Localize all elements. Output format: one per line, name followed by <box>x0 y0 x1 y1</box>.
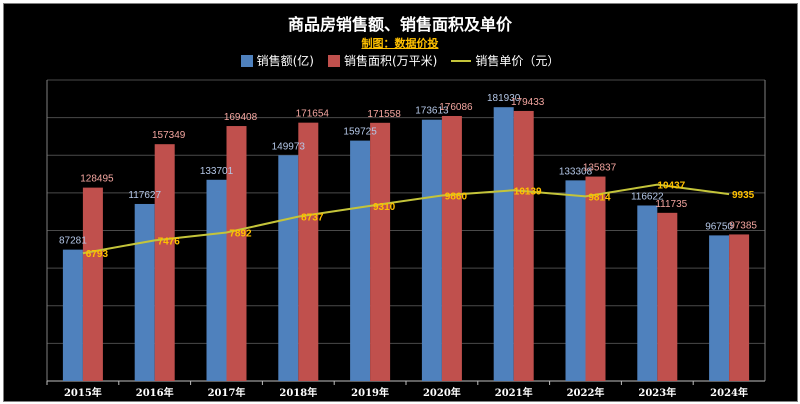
bar-area <box>585 176 606 381</box>
x-tick-label: 2019年 <box>351 386 389 399</box>
bar-sales <box>134 203 155 381</box>
line-label-price: 9935 <box>732 190 755 201</box>
x-tick-label: 2017年 <box>208 386 246 399</box>
chart-title: 商品房销售额、销售面积及单价 <box>287 15 512 34</box>
bar-label-area: 157349 <box>152 130 186 141</box>
legend-item-area: 销售面积(万平米) <box>327 52 438 69</box>
bar-area <box>657 212 678 381</box>
bar-sales <box>350 140 371 381</box>
bar-label-sales: 87281 <box>59 236 87 247</box>
x-tick-label: 2020年 <box>423 386 461 399</box>
bar-label-sales: 96750 <box>705 221 733 232</box>
bar-sales <box>565 180 586 381</box>
bar-label-sales: 149973 <box>272 141 306 152</box>
bar-label-area: 176086 <box>439 102 473 113</box>
bar-label-area: 169408 <box>224 112 258 123</box>
x-tick-label: 2018年 <box>279 386 317 399</box>
x-tick-label: 2016年 <box>136 386 174 399</box>
legend-swatch-area <box>327 54 340 67</box>
line-label-price: 7476 <box>158 236 181 247</box>
bar-label-sales: 133701 <box>200 166 234 177</box>
bar-area <box>513 110 534 381</box>
x-tick-label: 2015年 <box>64 386 102 399</box>
bar-area <box>441 115 462 381</box>
chart-legend: 销售额(亿) 销售面积(万平米) 销售单价（元） <box>0 52 800 69</box>
bar-label-area: 97385 <box>729 220 757 231</box>
legend-swatch-sales <box>240 54 253 67</box>
bar-area <box>154 144 175 381</box>
bar-sales <box>62 249 83 381</box>
line-label-price: 7892 <box>229 229 252 240</box>
bar-sales <box>637 205 658 381</box>
line-label-price: 9860 <box>445 192 468 203</box>
chart-subtitle: 制图：数据价投 <box>361 37 439 50</box>
bar-area <box>226 126 247 382</box>
x-tick-label: 2021年 <box>495 386 533 399</box>
x-tick-label: 2023年 <box>638 386 676 399</box>
bar-label-sales: 116622 <box>631 191 664 202</box>
bar-label-sales: 173613 <box>415 106 449 117</box>
bar-sales <box>493 107 514 382</box>
legend-label-area: 销售面积(万平米) <box>343 54 438 68</box>
legend-swatch-price <box>451 59 472 62</box>
legend-item-sales: 销售额(亿) <box>240 52 314 69</box>
bar-label-sales: 181930 <box>487 93 521 104</box>
bar-sales <box>278 155 299 381</box>
bar-label-sales: 159725 <box>343 127 377 138</box>
line-label-price: 6793 <box>86 249 109 260</box>
bar-label-sales: 117627 <box>128 190 161 201</box>
bar-area <box>82 187 103 381</box>
bar-area <box>729 234 750 381</box>
bar-sales <box>421 119 442 381</box>
bar-label-area: 128495 <box>80 174 114 185</box>
bar-sales <box>206 179 227 381</box>
line-label-price: 10139 <box>514 186 542 197</box>
line-label-price: 9310 <box>373 202 396 213</box>
x-tick-label: 2024年 <box>710 386 748 399</box>
bar-area <box>370 122 391 381</box>
x-tick-label: 2022年 <box>567 386 605 399</box>
line-price <box>82 183 730 255</box>
bar-label-area: 171558 <box>367 109 401 120</box>
legend-label-price: 销售单价（元） <box>475 54 560 68</box>
line-label-price: 8737 <box>301 213 324 224</box>
bar-label-area: 111735 <box>655 199 687 210</box>
line-label-price: 9814 <box>588 192 611 203</box>
legend-label-sales: 销售额(亿) <box>256 54 314 68</box>
bar-label-area: 179433 <box>511 97 545 108</box>
bar-area <box>298 122 319 381</box>
bar-sales <box>709 235 730 381</box>
bar-label-sales: 133308 <box>559 166 593 177</box>
legend-item-price: 销售单价（元） <box>451 52 559 69</box>
bar-label-area: 171654 <box>296 109 330 120</box>
bar-label-area: 135837 <box>583 163 617 174</box>
line-label-price: 10437 <box>657 181 685 192</box>
